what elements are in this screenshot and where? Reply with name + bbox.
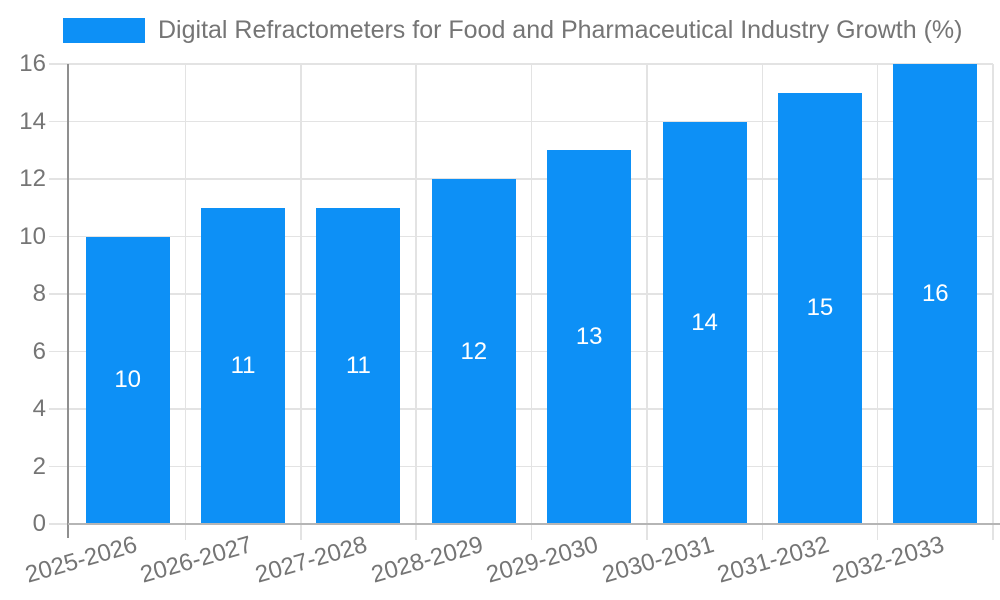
y-axis-label: 4 <box>32 395 46 422</box>
y-axis-label: 10 <box>19 222 46 250</box>
x-tick-mark <box>876 524 879 540</box>
x-tick-mark <box>992 524 994 540</box>
bar[interactable] <box>547 150 632 524</box>
x-tick-mark <box>184 524 187 540</box>
bar[interactable] <box>893 64 978 524</box>
bar[interactable] <box>662 121 747 524</box>
bar-value-label: 16 <box>921 280 949 307</box>
y-axis-label: 16 <box>19 50 46 77</box>
grid-line-vertical <box>876 64 879 524</box>
x-tick-mark <box>761 524 763 540</box>
grid-line-vertical <box>761 64 763 524</box>
grid-line-vertical <box>530 64 533 524</box>
y-tick-mark <box>49 465 69 468</box>
x-tick-mark <box>300 524 302 540</box>
bar-value-label: 11 <box>230 351 256 379</box>
bar-value-label: 15 <box>806 294 834 322</box>
y-axis-label: 8 <box>32 280 46 307</box>
bar-value-label: 11 <box>345 351 371 379</box>
y-tick-mark <box>49 178 69 180</box>
grid-line-vertical <box>646 64 648 524</box>
bar[interactable] <box>316 207 401 524</box>
y-tick-mark <box>49 350 69 353</box>
grid-line-vertical <box>992 64 994 524</box>
grid-line-vertical <box>415 64 417 524</box>
y-axis-label: 0 <box>32 510 46 537</box>
y-axis-label: 12 <box>19 165 46 192</box>
legend-item[interactable]: Digital Refractometers for Food and Phar… <box>63 16 962 45</box>
bar[interactable] <box>431 179 516 524</box>
bar[interactable] <box>777 92 862 524</box>
x-tick-mark <box>646 524 648 540</box>
y-tick-mark <box>49 120 69 123</box>
grid-line-vertical <box>184 64 187 524</box>
y-tick-mark <box>49 523 69 525</box>
legend-label: Digital Refractometers for Food and Phar… <box>158 16 963 44</box>
y-tick-mark <box>49 293 69 295</box>
bar[interactable] <box>85 236 170 524</box>
bar-value-label: 10 <box>114 366 142 394</box>
y-axis-label: 14 <box>19 107 46 135</box>
bar-value-label: 13 <box>575 323 603 351</box>
y-axis-label: 6 <box>32 337 46 365</box>
y-tick-mark <box>49 63 69 65</box>
bar[interactable] <box>201 207 286 524</box>
y-tick-mark <box>49 408 69 410</box>
x-tick-mark <box>530 524 533 540</box>
x-axis-line <box>68 522 1000 525</box>
y-tick-mark <box>49 235 69 238</box>
legend-swatch <box>63 18 145 43</box>
grid-line-vertical <box>300 64 302 524</box>
bar-value-label: 12 <box>460 337 488 365</box>
x-tick-mark <box>415 524 417 540</box>
y-axis-label: 2 <box>32 452 46 480</box>
bar-value-label: 14 <box>691 308 718 336</box>
y-axis-line <box>67 64 69 538</box>
